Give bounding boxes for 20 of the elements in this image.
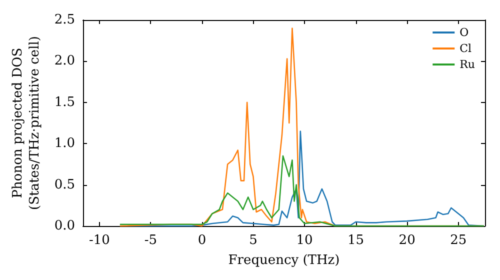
x-tick-label: 15 — [348, 233, 364, 248]
x-tick-label: 5 — [249, 233, 258, 248]
y-tick-label: 2.5 — [54, 12, 75, 28]
x-tick-label: -5 — [144, 233, 158, 248]
x-tick-label: -10 — [88, 233, 110, 248]
y-tick-label: 0.0 — [54, 218, 75, 234]
legend-label: O — [460, 26, 469, 39]
y-tick-label: 2.0 — [54, 54, 75, 69]
y-axis-title: Phonon projected DOS (States/THz·primitive cell) — [10, 36, 42, 210]
y-tick-label: 1.5 — [54, 94, 75, 110]
legend-label: Ru — [460, 58, 476, 71]
y-tick-label: 1.0 — [54, 136, 75, 152]
x-axis-title: Frequency (THz) — [228, 252, 340, 268]
legend-label: Cl — [460, 42, 472, 55]
x-tick-label: 20 — [398, 233, 416, 248]
y-tick-label: 0.5 — [54, 177, 75, 192]
x-tick-label: 10 — [296, 233, 313, 248]
x-tick-label: 0 — [198, 233, 206, 248]
line-series — [119, 155, 485, 227]
x-tick-label: 25 — [450, 233, 467, 248]
